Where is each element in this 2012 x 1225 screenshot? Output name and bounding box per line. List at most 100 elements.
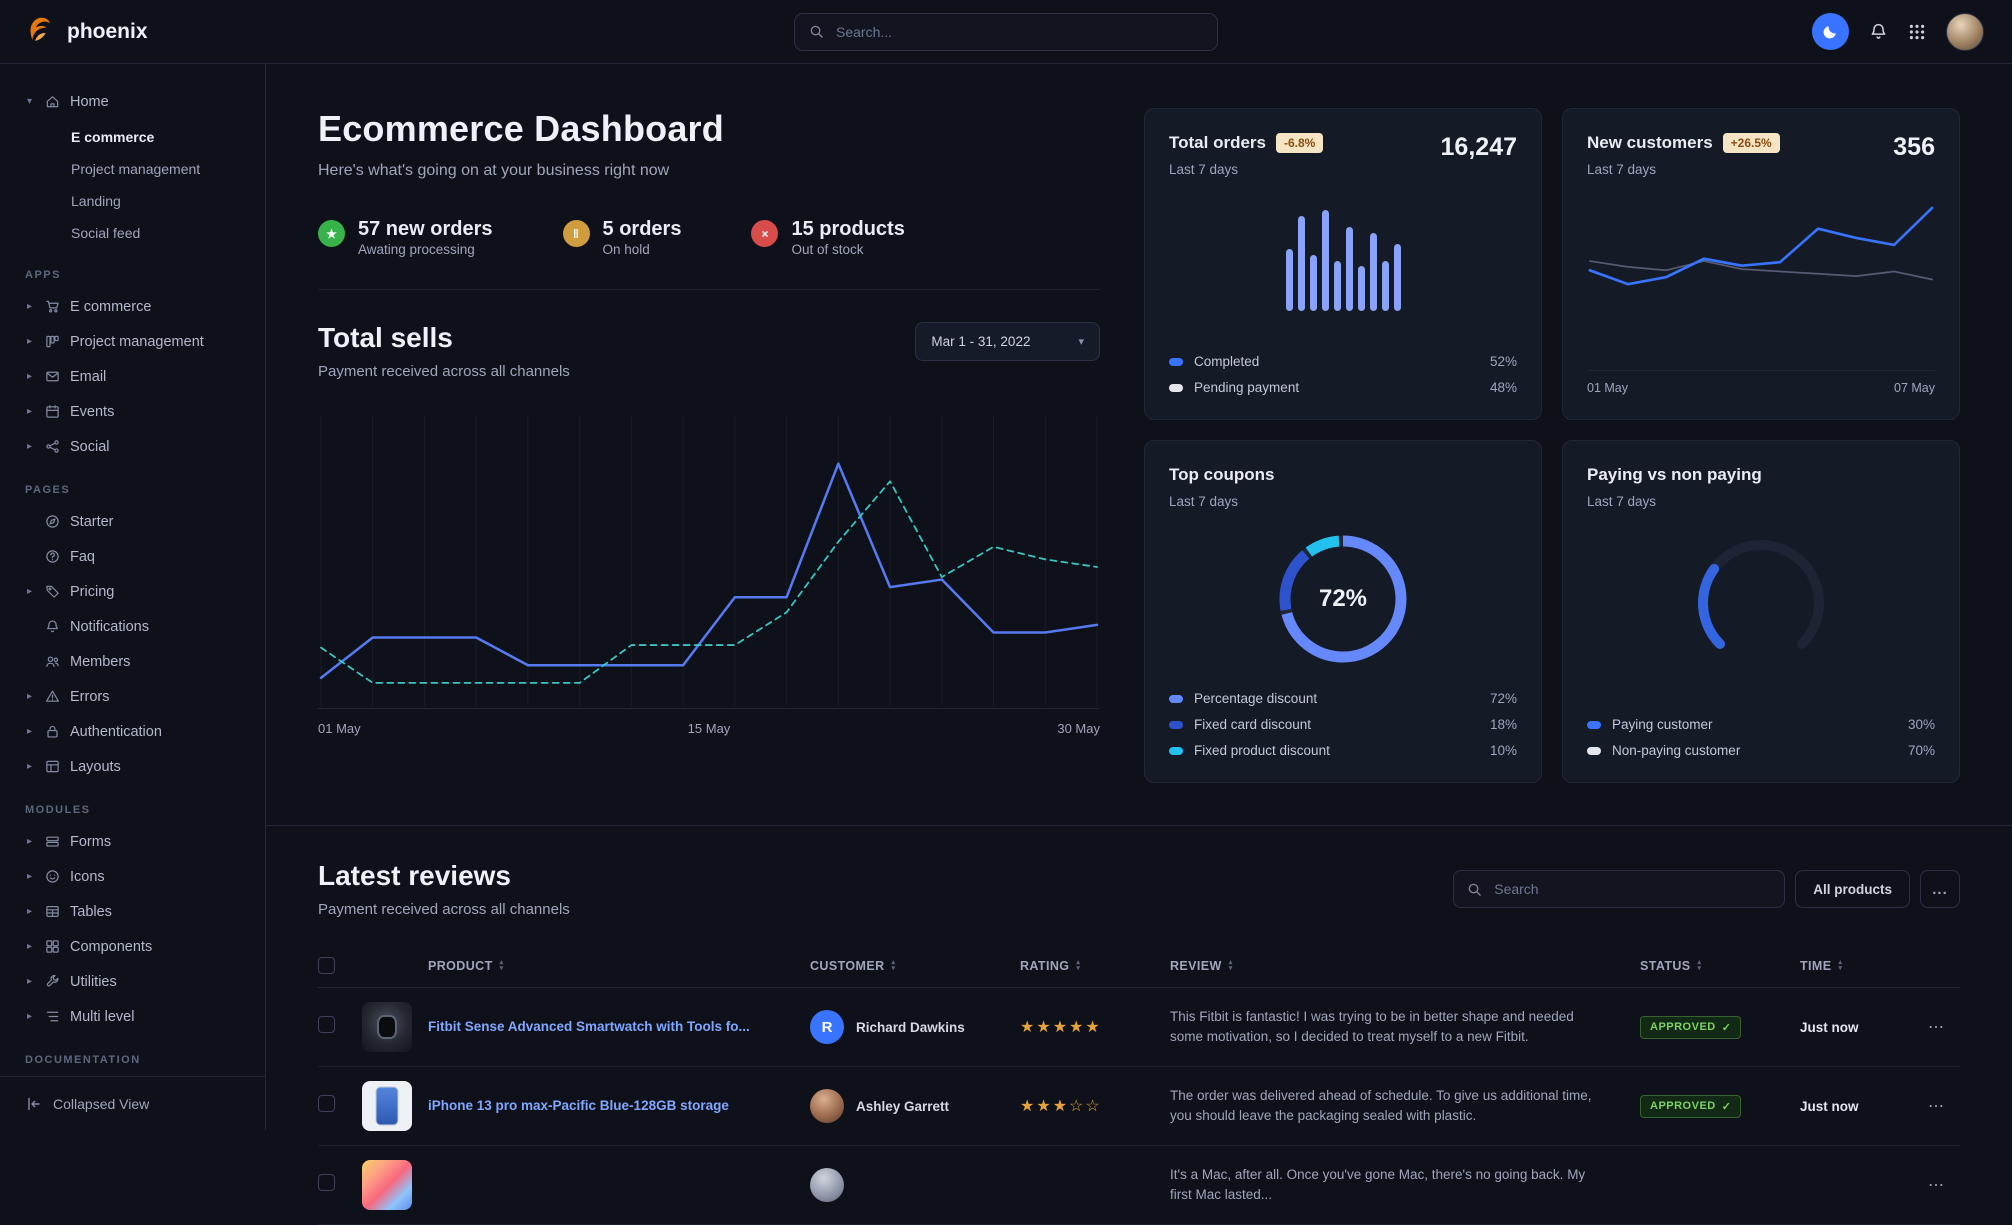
stat-5-orders: ‖ 5 orders On hold: [563, 218, 682, 259]
date-range-value: Mar 1 - 31, 2022: [931, 334, 1030, 349]
sidebar-item-project-management[interactable]: ▸Project management: [24, 324, 239, 359]
moon-icon: [1822, 23, 1839, 40]
sidebar-item-email[interactable]: ▸Email: [24, 359, 239, 394]
customer-name: Ashley Garrett: [856, 1099, 949, 1114]
lock-icon: [45, 724, 60, 739]
sidebar-item-notifications[interactable]: Notifications: [24, 609, 239, 644]
x-axis-label: 30 May: [1057, 721, 1100, 736]
sidebar-item-utilities[interactable]: ▸Utilities: [24, 964, 239, 999]
sidebar-item-components[interactable]: ▸Components: [24, 929, 239, 964]
rating-stars: ★★★★★: [1020, 1017, 1170, 1037]
column-header-customer[interactable]: CUSTOMER▴▾: [810, 959, 1020, 973]
sidebar-item-e-commerce[interactable]: ▸E commerce: [24, 289, 239, 324]
sidebar-section-modules: MODULES: [25, 804, 239, 816]
question-icon: [45, 549, 60, 564]
legend-swatch: [1169, 358, 1183, 366]
chevron-right-icon: ▸: [24, 301, 35, 312]
legend-item-percentage-discount: Percentage discount 72%: [1169, 691, 1517, 706]
sidebar-item-authentication[interactable]: ▸Authentication: [24, 714, 239, 749]
notifications-button[interactable]: [1869, 22, 1888, 41]
stat-value: 57 new orders: [358, 218, 493, 240]
sidebar-item-social[interactable]: ▸Social: [24, 429, 239, 464]
customer-avatar[interactable]: [810, 1089, 844, 1123]
legend-value: 48%: [1490, 380, 1517, 395]
layout-icon: [45, 759, 60, 774]
phoenix-logo-icon: [28, 17, 58, 47]
total-sells-x-axis: 01 May 15 May 30 May: [318, 721, 1100, 736]
utilities-icon: [45, 974, 60, 989]
row-checkbox[interactable]: [318, 1095, 335, 1112]
column-header-status[interactable]: STATUS▴▾: [1640, 959, 1800, 973]
chevron-right-icon: ▸: [24, 1011, 35, 1022]
calendar-icon: [45, 404, 60, 419]
legend-item-fixed-product-discount: Fixed product discount 10%: [1169, 743, 1517, 758]
sidebar-item-faq[interactable]: Faq: [24, 539, 239, 574]
all-products-filter-button[interactable]: All products: [1795, 870, 1910, 908]
row-actions-button[interactable]: ⋯: [1912, 1096, 1960, 1116]
legend-value: 72%: [1490, 691, 1517, 706]
select-all-checkbox[interactable]: [318, 957, 335, 974]
reviews-search-input[interactable]: [1492, 880, 1771, 898]
sidebar-item-e-commerce[interactable]: E commerce: [24, 121, 239, 153]
share-icon: [45, 439, 60, 454]
column-header-review[interactable]: REVIEW▴▾: [1170, 959, 1640, 973]
more-options-button[interactable]: ...: [1920, 870, 1960, 908]
new-customers-chart: [1587, 193, 1935, 325]
tag-icon: [45, 584, 60, 599]
sidebar-item-errors[interactable]: ▸Errors: [24, 679, 239, 714]
sidebar-item-social-feed[interactable]: Social feed: [24, 217, 239, 249]
sidebar-item-pricing[interactable]: ▸Pricing: [24, 574, 239, 609]
page-subtitle: Here's what's going on at your business …: [318, 162, 1100, 180]
sidebar-item-events[interactable]: ▸Events: [24, 394, 239, 429]
sidebar-item-starter[interactable]: Starter: [24, 504, 239, 539]
bar: [1370, 233, 1377, 311]
reviews-search[interactable]: [1453, 870, 1785, 908]
bell-icon: [45, 619, 60, 634]
trend-badge: +26.5%: [1723, 133, 1780, 153]
row-actions-button[interactable]: ⋯: [1912, 1175, 1960, 1195]
sort-icon: ▴▾: [1698, 960, 1702, 972]
global-search[interactable]: [794, 13, 1218, 51]
column-header-product[interactable]: PRODUCT▴▾: [362, 959, 810, 973]
sort-icon: ▴▾: [1229, 960, 1233, 972]
sidebar-item-icons[interactable]: ▸Icons: [24, 859, 239, 894]
customer-avatar[interactable]: R: [810, 1010, 844, 1044]
customer-name: Richard Dawkins: [856, 1020, 965, 1035]
sidebar-item-members[interactable]: Members: [24, 644, 239, 679]
sidebar-item-multi-level[interactable]: ▸Multi level: [24, 999, 239, 1034]
donut-center-label: 72%: [1267, 523, 1419, 675]
collapse-view-button[interactable]: Collapsed View: [0, 1076, 265, 1130]
bar: [1310, 255, 1317, 311]
sidebar-item-home[interactable]: ▾Home: [24, 84, 239, 119]
close-icon: ×: [751, 220, 778, 247]
row-actions-button[interactable]: ⋯: [1912, 1017, 1960, 1037]
sort-icon: ▴▾: [500, 960, 504, 972]
sidebar-item-landing[interactable]: Landing: [24, 185, 239, 217]
column-header-time[interactable]: TIME▴▾: [1800, 959, 1912, 973]
user-avatar[interactable]: [1946, 13, 1984, 51]
top-navbar: phoenix: [0, 0, 2012, 64]
customer-avatar[interactable]: [810, 1168, 844, 1202]
product-link[interactable]: iPhone 13 pro max-Pacific Blue-128GB sto…: [428, 1097, 729, 1116]
sidebar-item-tables[interactable]: ▸Tables: [24, 894, 239, 929]
search-input[interactable]: [834, 23, 1203, 41]
total-orders-value: 16,247: [1441, 133, 1517, 162]
sidebar-item-layouts[interactable]: ▸Layouts: [24, 749, 239, 784]
row-checkbox[interactable]: [318, 1016, 335, 1033]
card-title: Paying vs non paying: [1587, 465, 1762, 485]
card-title: New customers: [1587, 133, 1713, 153]
product-link[interactable]: Fitbit Sense Advanced Smartwatch with To…: [428, 1018, 750, 1037]
sidebar-item-forms[interactable]: ▸Forms: [24, 824, 239, 859]
sidebar-item-project-management[interactable]: Project management: [24, 153, 239, 185]
brand-logo[interactable]: phoenix: [28, 17, 148, 47]
dark-mode-toggle[interactable]: [1812, 13, 1849, 50]
apps-grid-icon: [1908, 23, 1926, 41]
total-sells-header: Total sells Payment received across all …: [318, 322, 1100, 380]
date-range-select[interactable]: Mar 1 - 31, 2022 ▾: [915, 322, 1100, 361]
legend-value: 30%: [1908, 717, 1935, 732]
apps-menu-button[interactable]: [1908, 23, 1926, 41]
row-checkbox[interactable]: [318, 1174, 335, 1191]
column-header-rating[interactable]: RATING▴▾: [1020, 959, 1170, 973]
stats-row: ★ 57 new orders Awating processing ‖ 5 o…: [318, 218, 1100, 290]
card-subtitle: Last 7 days: [1587, 162, 1780, 177]
